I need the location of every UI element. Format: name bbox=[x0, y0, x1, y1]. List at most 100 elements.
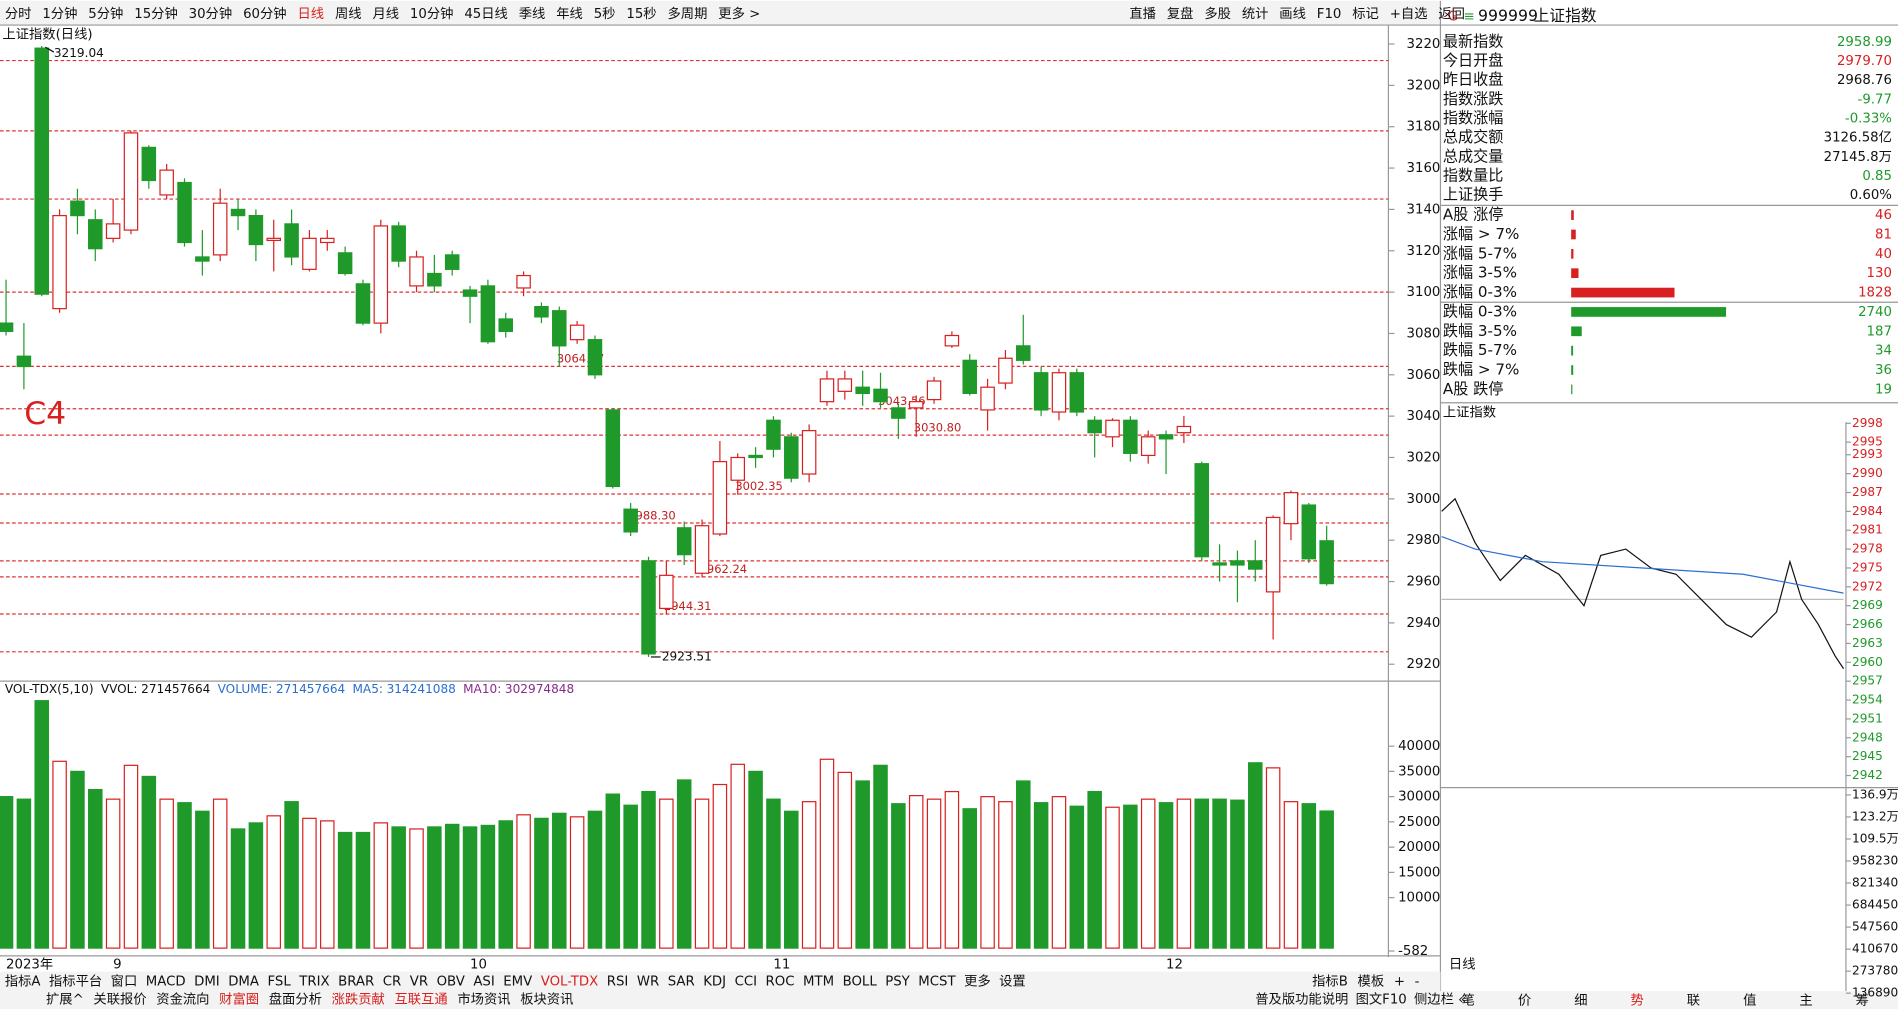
x-tick-label: 10 bbox=[470, 957, 487, 972]
intraday-tab[interactable]: 联 bbox=[1687, 993, 1700, 1009]
intraday-tab[interactable]: 价 bbox=[1518, 994, 1531, 1009]
indicator-tab[interactable]: 模板 bbox=[1358, 973, 1385, 989]
indicator-tab[interactable]: CCI bbox=[735, 974, 758, 989]
volume-tick-label: 684450 bbox=[1852, 898, 1898, 912]
volume-bar bbox=[70, 770, 85, 949]
period-tab[interactable]: 年线 bbox=[556, 6, 583, 22]
period-tab[interactable]: 30分钟 bbox=[189, 5, 233, 22]
indicator-tab[interactable]: BOLL bbox=[843, 974, 878, 989]
indicator-tab[interactable]: CR bbox=[383, 974, 402, 989]
quote-label: 今日开盘 bbox=[1443, 52, 1504, 70]
intraday-tab[interactable]: 笔 bbox=[1462, 993, 1475, 1009]
indicator-tab[interactable]: 指标A bbox=[5, 973, 41, 989]
tool-button[interactable]: F10 bbox=[1317, 7, 1342, 22]
indicator-tab[interactable]: MTM bbox=[803, 974, 834, 989]
indicator-tab[interactable]: DMA bbox=[228, 974, 259, 989]
period-tab[interactable]: 15分钟 bbox=[134, 5, 178, 22]
volume-bar bbox=[1158, 802, 1174, 949]
period-tab[interactable]: 5秒 bbox=[594, 6, 616, 22]
indicator-tab[interactable]: SAR bbox=[668, 974, 695, 989]
volume-bar bbox=[694, 798, 710, 949]
tool-button[interactable]: +自选 bbox=[1390, 6, 1428, 22]
bottom-tab[interactable]: 图文F10 bbox=[1356, 991, 1407, 1007]
y-tick-label: 2960 bbox=[1407, 575, 1441, 590]
volume-bar bbox=[391, 826, 406, 949]
indicator-tab[interactable]: RSI bbox=[607, 974, 629, 989]
indicator-tab[interactable]: + bbox=[1394, 974, 1405, 989]
intraday-tab[interactable]: 筹 bbox=[1856, 992, 1869, 1009]
indicator-tab[interactable]: MACD bbox=[146, 974, 186, 989]
bottom-tab[interactable]: 关联报价 bbox=[93, 991, 146, 1007]
indicator-tab[interactable]: 设置 bbox=[999, 973, 1026, 989]
indicator-tab[interactable]: PSY bbox=[885, 974, 910, 989]
intraday-tab[interactable]: 势 bbox=[1630, 993, 1643, 1009]
period-tab[interactable]: 多周期 bbox=[668, 5, 708, 22]
indicator-tab[interactable]: VR bbox=[410, 974, 428, 989]
indicator-tab[interactable]: 更多 bbox=[964, 972, 991, 989]
indicator-tab[interactable]: WR bbox=[637, 974, 659, 989]
indicator-tab[interactable]: ROC bbox=[766, 974, 795, 989]
indicator-tab[interactable]: 指标B bbox=[1312, 973, 1348, 989]
period-tab[interactable]: 15秒 bbox=[626, 6, 656, 22]
volume-bar bbox=[1194, 798, 1210, 949]
indicator-tab[interactable]: FSL bbox=[267, 974, 291, 989]
period-tab[interactable]: 日线 bbox=[297, 6, 324, 22]
intraday-tab[interactable]: 细 bbox=[1574, 993, 1587, 1009]
indicator-tab[interactable]: ASI bbox=[473, 974, 494, 989]
period-tab[interactable]: 周线 bbox=[335, 6, 362, 22]
bottom-tab[interactable]: 市场资讯 bbox=[457, 990, 510, 1007]
period-tab[interactable]: 45日线 bbox=[464, 6, 508, 22]
period-tab[interactable]: 季线 bbox=[519, 6, 546, 22]
period-tab[interactable]: 60分钟 bbox=[243, 5, 287, 22]
indicator-tab[interactable]: BRAR bbox=[338, 974, 374, 989]
indicator-tab[interactable]: OBV bbox=[437, 974, 465, 989]
bottom-tab[interactable]: 财富圈 bbox=[219, 990, 259, 1007]
bottom-tab[interactable]: 板块资讯 bbox=[520, 991, 573, 1007]
candle-body bbox=[105, 223, 121, 239]
indicator-tab[interactable]: TRIX bbox=[298, 974, 329, 989]
candle-body bbox=[748, 454, 763, 459]
bottom-tab[interactable]: 侧边栏 « bbox=[1414, 991, 1466, 1007]
bottom-tab[interactable]: 资金流向 bbox=[156, 991, 209, 1007]
period-tab[interactable]: 5分钟 bbox=[88, 5, 123, 22]
period-tab[interactable]: 10分钟 bbox=[410, 5, 454, 22]
intraday-tab[interactable]: 主 bbox=[1799, 993, 1812, 1009]
tool-button[interactable]: 统计 bbox=[1242, 6, 1269, 22]
tool-button[interactable]: 画线 bbox=[1279, 6, 1306, 22]
tool-button[interactable]: 返回 bbox=[1438, 6, 1465, 22]
bottom-tab[interactable]: 普及版功能说明 bbox=[1255, 991, 1348, 1007]
indicator-tab[interactable]: EMV bbox=[503, 974, 532, 989]
quote-menu[interactable]: ≡ bbox=[1463, 10, 1474, 25]
bottom-tab[interactable]: 互联互通 bbox=[394, 991, 447, 1007]
tool-button[interactable]: 直播 bbox=[1129, 6, 1156, 22]
period-tab[interactable]: 更多 > bbox=[718, 5, 760, 22]
period-tab[interactable]: 1分钟 bbox=[42, 5, 77, 22]
indicator-tab[interactable]: MCST bbox=[918, 974, 956, 989]
volume-tick-label: 821340 bbox=[1852, 876, 1898, 890]
bottom-tab[interactable]: 盘面分析 bbox=[269, 990, 322, 1007]
candle-body bbox=[52, 215, 67, 310]
tool-button[interactable]: 复盘 bbox=[1167, 5, 1194, 22]
indicator-tab[interactable]: 窗口 bbox=[111, 972, 138, 989]
y-tick-label: 2945 bbox=[1852, 749, 1883, 763]
indicator-tab[interactable]: VOL-TDX bbox=[541, 974, 599, 989]
volume-bar bbox=[676, 779, 692, 949]
indicator-tab[interactable]: DMI bbox=[194, 974, 220, 989]
indicator-tab[interactable]: KDJ bbox=[703, 974, 726, 989]
breadth-bar bbox=[1571, 365, 1574, 375]
intraday-tab[interactable]: 值 bbox=[1743, 993, 1756, 1009]
volume-bar bbox=[516, 814, 531, 949]
bottom-tab[interactable]: 扩展^ bbox=[46, 991, 84, 1007]
y-tick-label: 2957 bbox=[1852, 674, 1883, 688]
tool-button[interactable]: 多股 bbox=[1204, 5, 1231, 22]
volume-bar bbox=[1319, 810, 1334, 949]
volume-bar bbox=[0, 796, 14, 949]
tool-button[interactable]: 标记 bbox=[1352, 6, 1379, 22]
indicator-tab[interactable]: - bbox=[1415, 974, 1420, 989]
bottom-tab[interactable]: 涨跌贡献 bbox=[332, 991, 385, 1007]
indicator-tab[interactable]: 指标平台 bbox=[49, 973, 102, 989]
volume-bar bbox=[1069, 805, 1085, 949]
period-tab[interactable]: 月线 bbox=[372, 6, 399, 22]
y-tick-label: 3180 bbox=[1407, 120, 1441, 135]
period-tab[interactable]: 分时 bbox=[5, 6, 32, 22]
